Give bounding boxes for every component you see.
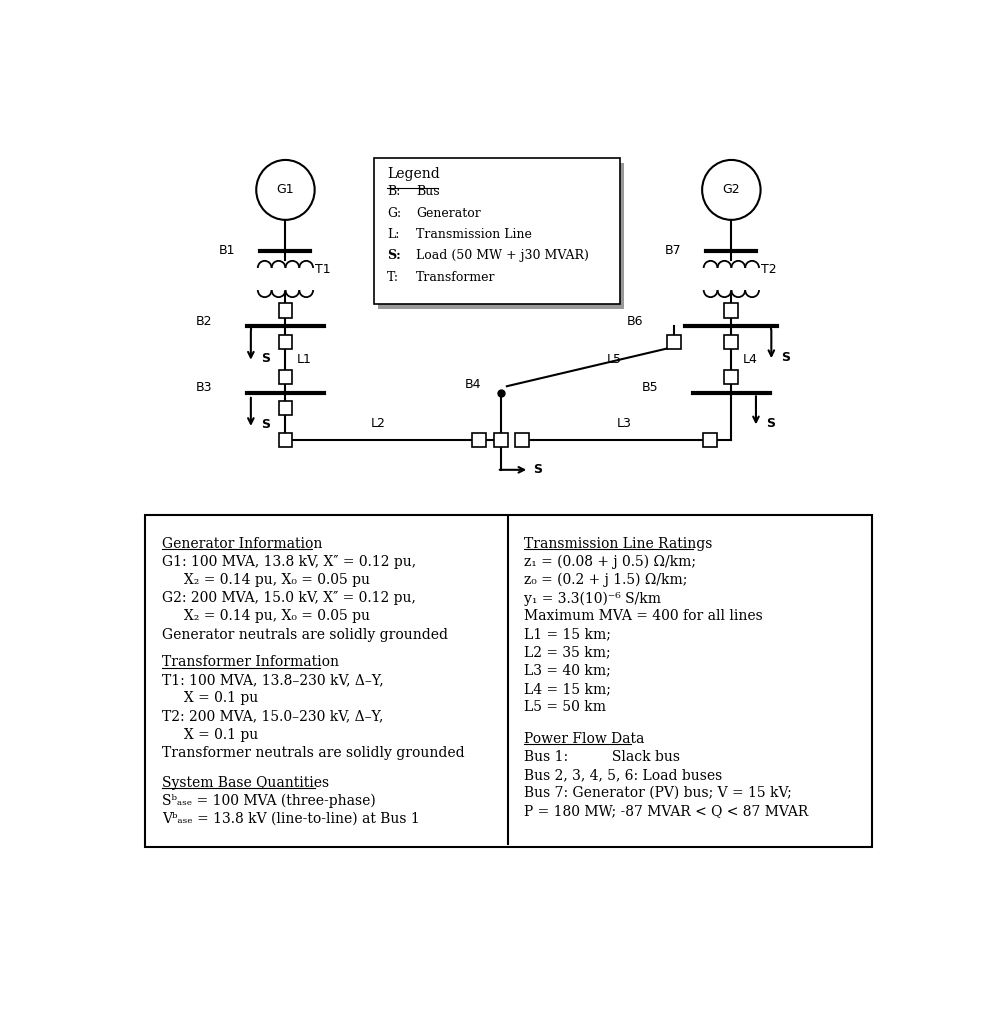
Text: Sᵇₐₛₑ = 100 MVA (three-phase): Sᵇₐₛₑ = 100 MVA (three-phase) xyxy=(163,794,376,808)
Text: Transformer: Transformer xyxy=(417,270,496,284)
Text: B4: B4 xyxy=(465,378,481,391)
Text: X = 0.1 pu: X = 0.1 pu xyxy=(163,691,259,706)
FancyBboxPatch shape xyxy=(279,401,293,416)
Text: G2: 200 MVA, 15.0 kV, X″ = 0.12 pu,: G2: 200 MVA, 15.0 kV, X″ = 0.12 pu, xyxy=(163,591,417,605)
Text: L:: L: xyxy=(387,228,400,241)
Text: L1 = 15 km;: L1 = 15 km; xyxy=(524,628,611,641)
Text: Bus: Bus xyxy=(417,185,439,199)
Text: Transformer neutrals are solidly grounded: Transformer neutrals are solidly grounde… xyxy=(163,745,465,760)
Text: S: S xyxy=(261,352,270,366)
Text: Bus 1:          Slack bus: Bus 1: Slack bus xyxy=(524,750,680,764)
Text: B3: B3 xyxy=(195,381,212,394)
Text: B1: B1 xyxy=(219,244,235,257)
Text: X = 0.1 pu: X = 0.1 pu xyxy=(163,728,259,741)
Text: Power Flow Data: Power Flow Data xyxy=(524,731,644,745)
Text: S: S xyxy=(533,463,542,476)
Text: Transformer Information: Transformer Information xyxy=(163,655,339,669)
Text: Maximum MVA = 400 for all lines: Maximum MVA = 400 for all lines xyxy=(524,609,763,624)
Text: S: S xyxy=(782,350,791,364)
Text: z₀ = (0.2 + j 1.5) Ω/km;: z₀ = (0.2 + j 1.5) Ω/km; xyxy=(524,573,687,588)
FancyBboxPatch shape xyxy=(703,433,717,446)
FancyBboxPatch shape xyxy=(279,433,293,446)
Text: B6: B6 xyxy=(626,315,643,328)
Text: B2: B2 xyxy=(195,315,212,328)
Text: S:: S: xyxy=(387,249,401,262)
Text: Transmission Line Ratings: Transmission Line Ratings xyxy=(524,537,712,551)
Text: L4: L4 xyxy=(743,353,758,366)
FancyBboxPatch shape xyxy=(724,370,738,384)
Text: L5 = 50 km: L5 = 50 km xyxy=(524,700,606,714)
Text: L3: L3 xyxy=(616,418,631,430)
Text: L2 = 35 km;: L2 = 35 km; xyxy=(524,646,610,659)
Text: G2: G2 xyxy=(722,183,740,197)
Text: X₂ = 0.14 pu, X₀ = 0.05 pu: X₂ = 0.14 pu, X₀ = 0.05 pu xyxy=(163,609,370,624)
Text: S: S xyxy=(766,417,775,430)
FancyBboxPatch shape xyxy=(494,433,508,446)
Text: T:: T: xyxy=(387,270,399,284)
Text: Bus 2, 3, 4, 5, 6: Load buses: Bus 2, 3, 4, 5, 6: Load buses xyxy=(524,768,722,782)
Text: Vᵇₐₛₑ = 13.8 kV (line-to-line) at Bus 1: Vᵇₐₛₑ = 13.8 kV (line-to-line) at Bus 1 xyxy=(163,812,421,826)
Text: T1: 100 MVA, 13.8–230 kV, Δ–Y,: T1: 100 MVA, 13.8–230 kV, Δ–Y, xyxy=(163,673,384,687)
Text: y₁ = 3.3(10)⁻⁶ S/km: y₁ = 3.3(10)⁻⁶ S/km xyxy=(524,591,661,605)
Text: B5: B5 xyxy=(642,381,659,394)
Text: L4 = 15 km;: L4 = 15 km; xyxy=(524,682,611,696)
FancyBboxPatch shape xyxy=(472,433,486,446)
Text: L1: L1 xyxy=(297,353,311,366)
Text: L5: L5 xyxy=(606,353,621,366)
Text: L3 = 40 km;: L3 = 40 km; xyxy=(524,664,610,678)
FancyBboxPatch shape xyxy=(374,159,620,304)
Text: Generator neutrals are solidly grounded: Generator neutrals are solidly grounded xyxy=(163,628,448,641)
Text: B:: B: xyxy=(387,185,401,199)
Text: G1: G1 xyxy=(277,183,295,197)
Text: S: S xyxy=(261,419,270,431)
FancyBboxPatch shape xyxy=(145,515,872,847)
Text: Legend: Legend xyxy=(387,167,439,181)
FancyBboxPatch shape xyxy=(724,303,738,317)
Text: Generator: Generator xyxy=(417,207,481,220)
Text: Load (50 MW + j30 MVAR): Load (50 MW + j30 MVAR) xyxy=(417,249,589,262)
Text: System Base Quantities: System Base Quantities xyxy=(163,776,329,790)
Text: P = 180 MW; -87 MVAR < Q < 87 MVAR: P = 180 MW; -87 MVAR < Q < 87 MVAR xyxy=(524,804,808,818)
Text: X₂ = 0.14 pu, X₀ = 0.05 pu: X₂ = 0.14 pu, X₀ = 0.05 pu xyxy=(163,573,370,587)
FancyBboxPatch shape xyxy=(279,370,293,384)
Text: L2: L2 xyxy=(370,418,385,430)
FancyBboxPatch shape xyxy=(279,303,293,317)
Text: Bus 7: Generator (PV) bus; V = 15 kV;: Bus 7: Generator (PV) bus; V = 15 kV; xyxy=(524,786,792,800)
Text: Generator Information: Generator Information xyxy=(163,537,322,551)
Text: G:: G: xyxy=(387,207,401,220)
Text: z₁ = (0.08 + j 0.5) Ω/km;: z₁ = (0.08 + j 0.5) Ω/km; xyxy=(524,555,695,569)
FancyBboxPatch shape xyxy=(279,335,293,349)
FancyBboxPatch shape xyxy=(379,163,625,309)
FancyBboxPatch shape xyxy=(667,335,681,349)
Text: T1: T1 xyxy=(314,263,330,276)
Text: T2: 200 MVA, 15.0–230 kV, Δ–Y,: T2: 200 MVA, 15.0–230 kV, Δ–Y, xyxy=(163,710,384,724)
Text: Transmission Line: Transmission Line xyxy=(417,228,532,241)
Text: T2: T2 xyxy=(761,263,776,276)
FancyBboxPatch shape xyxy=(724,335,738,349)
Text: B7: B7 xyxy=(665,244,682,257)
Text: G1: 100 MVA, 13.8 kV, X″ = 0.12 pu,: G1: 100 MVA, 13.8 kV, X″ = 0.12 pu, xyxy=(163,555,417,569)
FancyBboxPatch shape xyxy=(515,433,529,446)
